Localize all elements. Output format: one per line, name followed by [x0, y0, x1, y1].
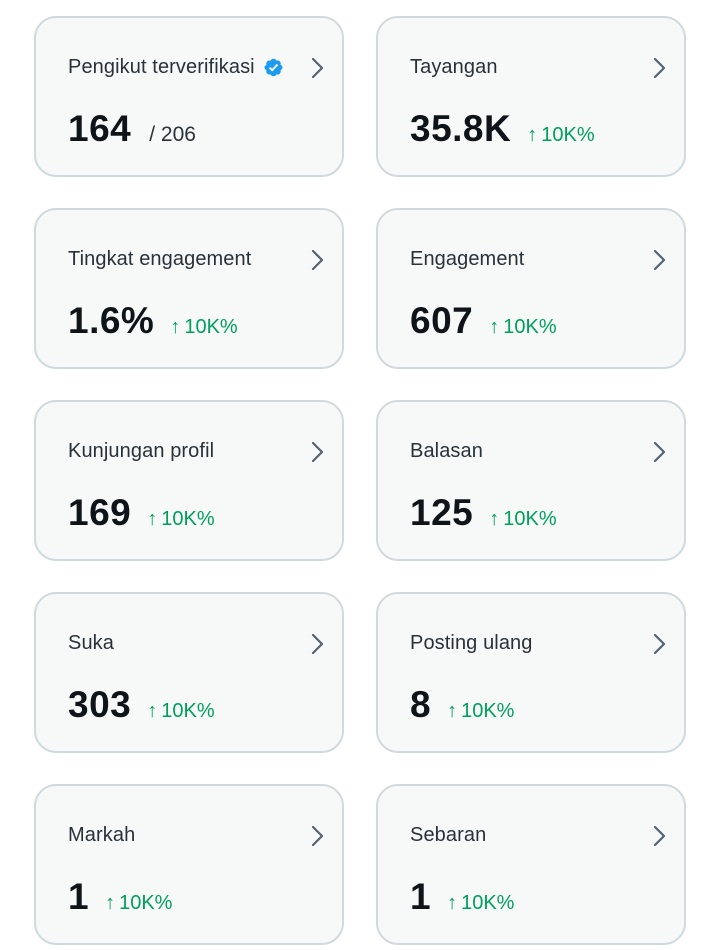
metric-card-bookmarks[interactable]: Markah 1 ↑ 10K% — [34, 784, 344, 945]
chevron-right-icon — [311, 441, 324, 463]
chevron-right-icon — [653, 825, 666, 847]
metric-value: 169 — [68, 492, 132, 533]
metric-change-value: 10K% — [503, 508, 557, 530]
metric-change-value: 10K% — [161, 700, 215, 722]
chevron-right-icon — [653, 633, 666, 655]
metric-title: Sebaran — [410, 824, 487, 846]
metric-title-row: Markah — [68, 824, 135, 847]
metric-value-row: 35.8K ↑ 10K% — [410, 108, 595, 150]
metric-value-row: 164 / 206 — [68, 108, 196, 150]
arrow-up-icon: ↑ — [447, 892, 458, 914]
metric-value-row: 8 ↑ 10K% — [410, 684, 514, 726]
metric-card-shares[interactable]: Sebaran 1 ↑ 10K% — [376, 784, 686, 945]
metric-value: 164 — [68, 108, 132, 149]
chevron-right-icon — [311, 633, 324, 655]
metric-change: ↑ 10K% — [170, 316, 237, 339]
metric-title-row: Balasan — [410, 440, 483, 463]
metric-card-engagements[interactable]: Engagement 607 ↑ 10K% — [376, 208, 686, 369]
metric-card-likes[interactable]: Suka 303 ↑ 10K% — [34, 592, 344, 753]
metric-change-value: 10K% — [119, 892, 173, 914]
metric-title-row: Pengikut terverifikasi — [68, 56, 284, 79]
metric-value: 35.8K — [410, 108, 512, 149]
metric-change: ↑ 10K% — [447, 892, 514, 915]
metric-card-replies[interactable]: Balasan 125 ↑ 10K% — [376, 400, 686, 561]
metric-value: 1.6% — [68, 300, 155, 341]
metric-title-row: Suka — [68, 632, 114, 655]
metric-card-verified-followers[interactable]: Pengikut terverifikasi 164 / 206 — [34, 16, 344, 177]
metric-title-row: Kunjungan profil — [68, 440, 214, 463]
metric-title: Markah — [68, 824, 136, 846]
metric-title-row: Tayangan — [410, 56, 498, 79]
metric-value-row: 607 ↑ 10K% — [410, 300, 557, 342]
metric-value: 1 — [68, 876, 90, 917]
metric-change-value: 10K% — [461, 700, 515, 722]
arrow-up-icon: ↑ — [147, 700, 158, 722]
metric-change-value: 10K% — [184, 316, 238, 338]
arrow-up-icon: ↑ — [170, 316, 181, 338]
metric-title-row: Tingkat engagement — [68, 248, 251, 271]
arrow-up-icon: ↑ — [489, 508, 500, 530]
metric-change: ↑ 10K% — [489, 508, 556, 531]
metric-card-impressions[interactable]: Tayangan 35.8K ↑ 10K% — [376, 16, 686, 177]
metric-change: ↑ 10K% — [147, 508, 214, 531]
metric-title: Engagement — [410, 248, 525, 270]
verified-badge-icon — [264, 58, 283, 77]
arrow-up-icon: ↑ — [527, 124, 538, 146]
metric-title: Kunjungan profil — [68, 440, 215, 462]
metric-title-row: Sebaran — [410, 824, 486, 847]
metric-change-value: 10K% — [541, 124, 595, 146]
metric-value-row: 303 ↑ 10K% — [68, 684, 215, 726]
metric-value: 8 — [410, 684, 432, 725]
metric-title: Tingkat engagement — [68, 248, 252, 270]
chevron-right-icon — [311, 249, 324, 271]
metric-value: 125 — [410, 492, 474, 533]
metric-change-value: 10K% — [503, 316, 557, 338]
metric-title: Posting ulang — [410, 632, 533, 654]
metric-change: ↑ 10K% — [105, 892, 172, 915]
metric-title: Tayangan — [410, 56, 498, 78]
chevron-right-icon — [311, 825, 324, 847]
metric-value: 1 — [410, 876, 432, 917]
metric-card-engagement-rate[interactable]: Tingkat engagement 1.6% ↑ 10K% — [34, 208, 344, 369]
chevron-right-icon — [311, 57, 324, 79]
metric-value-row: 125 ↑ 10K% — [410, 492, 557, 534]
metric-change: ↑ 10K% — [447, 700, 514, 723]
metric-value-row: 1.6% ↑ 10K% — [68, 300, 238, 342]
metrics-grid: Pengikut terverifikasi 164 / 206 Tayanga… — [34, 16, 686, 945]
arrow-up-icon: ↑ — [489, 316, 500, 338]
metric-total: / 206 — [149, 123, 196, 146]
metric-value-row: 1 ↑ 10K% — [410, 876, 514, 918]
metric-change: ↑ 10K% — [527, 124, 594, 147]
metric-title: Pengikut terverifikasi — [68, 56, 255, 78]
metric-title: Balasan — [410, 440, 483, 462]
metric-value-row: 1 ↑ 10K% — [68, 876, 172, 918]
metric-title-row: Engagement — [410, 248, 524, 271]
chevron-right-icon — [653, 249, 666, 271]
arrow-up-icon: ↑ — [447, 700, 458, 722]
metric-change: ↑ 10K% — [489, 316, 556, 339]
metric-change-value: 10K% — [161, 508, 215, 530]
metric-card-profile-visits[interactable]: Kunjungan profil 169 ↑ 10K% — [34, 400, 344, 561]
metric-value: 303 — [68, 684, 132, 725]
metric-card-reposts[interactable]: Posting ulang 8 ↑ 10K% — [376, 592, 686, 753]
metric-change: ↑ 10K% — [147, 700, 214, 723]
arrow-up-icon: ↑ — [105, 892, 116, 914]
arrow-up-icon: ↑ — [147, 508, 158, 530]
metric-value: 607 — [410, 300, 474, 341]
metric-value-row: 169 ↑ 10K% — [68, 492, 215, 534]
chevron-right-icon — [653, 441, 666, 463]
metric-change-value: 10K% — [461, 892, 515, 914]
metric-title: Suka — [68, 632, 114, 654]
chevron-right-icon — [653, 57, 666, 79]
metric-title-row: Posting ulang — [410, 632, 533, 655]
